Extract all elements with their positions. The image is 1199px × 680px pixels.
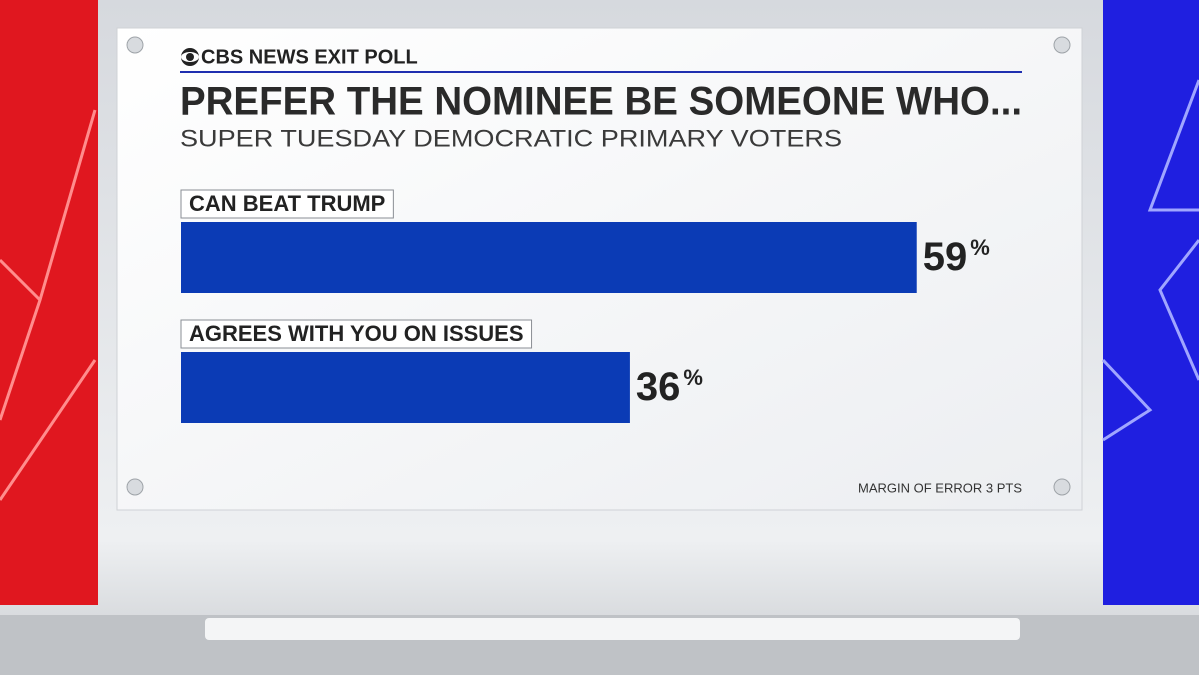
- screw: [1053, 36, 1071, 54]
- stage-light: [205, 618, 1020, 640]
- chart-title: PREFER THE NOMINEE BE SOMEONE WHO...: [180, 80, 1022, 124]
- label-box: [180, 319, 533, 349]
- screw: [126, 36, 144, 54]
- bar: [181, 352, 630, 423]
- label-box: [180, 189, 394, 219]
- source: CBS NEWS EXIT POLL: [201, 46, 418, 68]
- red-panel: [0, 0, 98, 605]
- category-label: CAN BEAT TRUMP: [189, 191, 385, 216]
- star-outline: [0, 109, 97, 501]
- subtitle: SUPER TUESDAY DEMOCRATIC PRIMARY VOTERS: [180, 125, 842, 152]
- screw: [1053, 478, 1071, 496]
- blue-panel: [1103, 0, 1199, 605]
- value-label: 59%: [923, 235, 990, 279]
- cbs-eye: [181, 48, 199, 66]
- value-label: 36%: [636, 365, 703, 409]
- screw: [126, 478, 144, 496]
- star-outline: [1101, 79, 1199, 442]
- bar: [181, 222, 917, 293]
- footnote: MARGIN OF ERROR 3 PTS: [858, 480, 1022, 495]
- category-label: AGREES WITH YOU ON ISSUES: [189, 321, 524, 346]
